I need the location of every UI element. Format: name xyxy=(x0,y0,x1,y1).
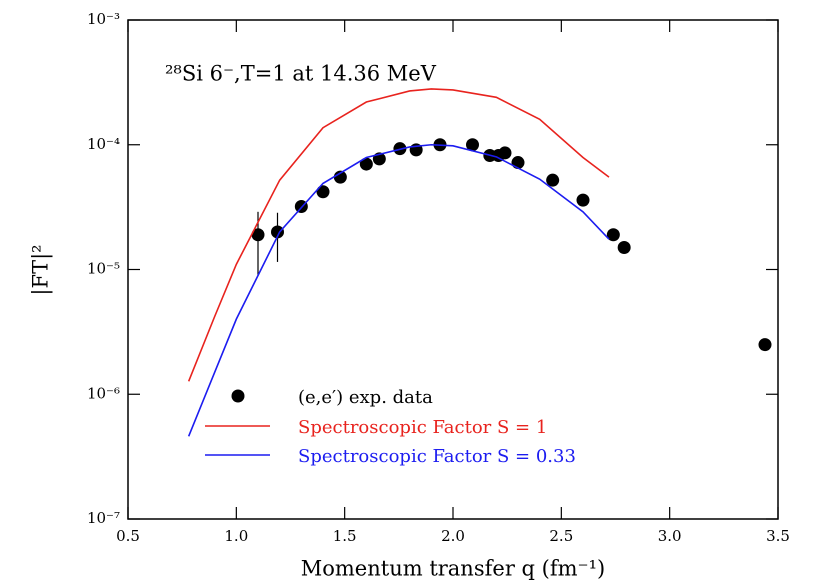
data-point xyxy=(316,185,330,199)
curve xyxy=(187,143,610,437)
y-tick-label: 10⁻³ xyxy=(87,10,120,28)
legend-label: Spectroscopic Factor S = 0.33 xyxy=(298,446,576,467)
annotation: ²⁸Si 6⁻,T=1 at 14.36 MeV xyxy=(165,62,437,86)
y-tick-label: 10⁻⁶ xyxy=(87,384,120,402)
legend-label: Spectroscopic Factor S = 1 xyxy=(298,417,547,438)
y-tick-label: 10⁻⁴ xyxy=(87,135,120,153)
data-point xyxy=(359,157,373,171)
data-point xyxy=(546,173,560,187)
curve xyxy=(187,88,610,382)
data-point xyxy=(333,170,347,184)
x-tick-label: 2.5 xyxy=(549,527,573,545)
data-point xyxy=(251,228,265,242)
y-tick-label: 10⁻⁷ xyxy=(87,509,120,527)
data-point xyxy=(606,228,620,242)
x-tick-label: 1.0 xyxy=(224,527,248,545)
data-point xyxy=(576,193,590,207)
data-point xyxy=(271,225,284,239)
x-tick-label: 2.0 xyxy=(441,527,465,545)
plot-frame xyxy=(127,19,779,520)
x-tick-label: 3.0 xyxy=(658,527,682,545)
y-axis-label: |FT|² xyxy=(29,244,54,295)
x-tick-label: 1.5 xyxy=(333,527,357,545)
data-point xyxy=(617,241,631,255)
data-point xyxy=(498,146,512,160)
legend-label: (e,e′) exp. data xyxy=(298,387,433,408)
legend-marker xyxy=(231,389,245,403)
x-axis-label: Momentum transfer q (fm⁻¹) xyxy=(301,557,605,581)
y-tick-label: 10⁻⁵ xyxy=(87,260,120,278)
data-point xyxy=(758,338,772,352)
x-tick-label: 3.5 xyxy=(766,527,790,545)
x-tick-label: 0.5 xyxy=(116,527,140,545)
data-point xyxy=(466,138,479,152)
